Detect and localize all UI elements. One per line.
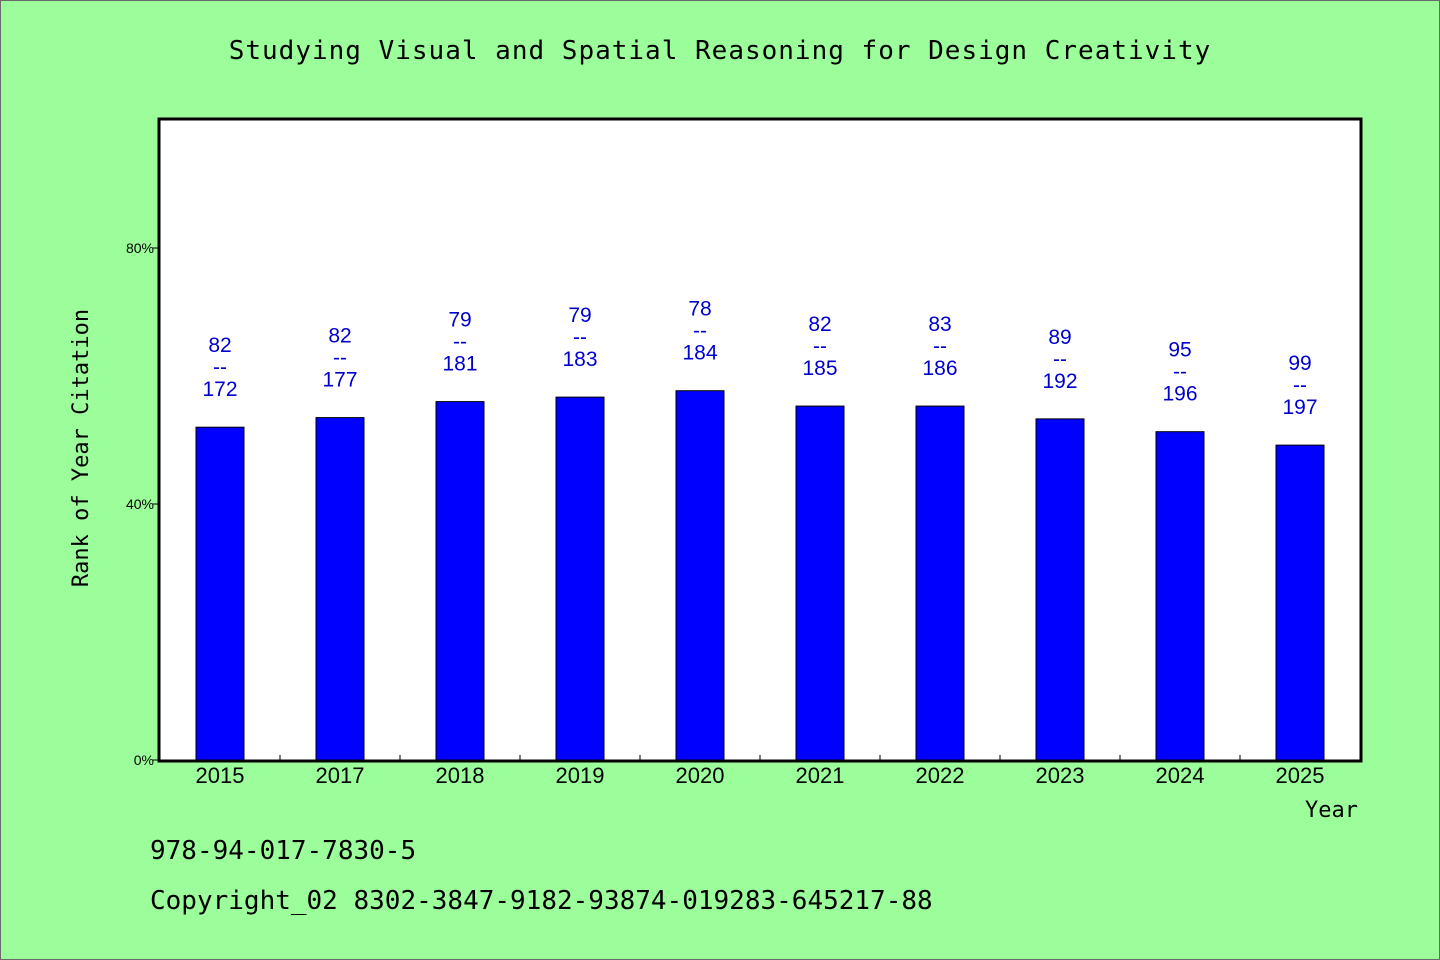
x-tick-label-2020: 2020 bbox=[676, 763, 725, 788]
x-axis-title: Year bbox=[1305, 798, 1358, 823]
bar-2017 bbox=[315, 417, 365, 761]
chart-title: Studying Visual and Spatial Reasoning fo… bbox=[228, 36, 1212, 66]
value-label-2025-line2: -- bbox=[1293, 374, 1307, 397]
copyright-text: Copyright_02 8302-3847-9182-93874-019283… bbox=[150, 886, 933, 916]
value-label-2023-line3: 192 bbox=[1042, 370, 1077, 393]
x-tick-label-2015: 2015 bbox=[196, 763, 245, 788]
bar-2025 bbox=[1275, 444, 1325, 761]
value-label-2019-line2: -- bbox=[573, 326, 587, 349]
x-tick-label-2023: 2023 bbox=[1036, 763, 1085, 788]
value-label-2024-line2: -- bbox=[1173, 361, 1187, 384]
bar-2020 bbox=[675, 390, 725, 761]
value-label-2021-line3: 185 bbox=[802, 357, 837, 380]
value-label-2023-line2: -- bbox=[1053, 348, 1067, 371]
value-label-2022-line3: 186 bbox=[922, 357, 957, 380]
value-label-2018-line1: 79 bbox=[448, 309, 471, 332]
x-tick-label-2025: 2025 bbox=[1276, 763, 1325, 788]
value-label-2024-line1: 95 bbox=[1168, 339, 1191, 362]
value-label-2018-line3: 181 bbox=[442, 353, 477, 376]
bar-2022 bbox=[915, 405, 965, 761]
value-label-2022-line1: 83 bbox=[928, 313, 951, 336]
value-label-2015-line3: 172 bbox=[202, 378, 237, 401]
bar-2024 bbox=[1155, 431, 1205, 761]
value-label-2019-line3: 183 bbox=[562, 348, 597, 371]
value-label-2017-line3: 177 bbox=[322, 369, 357, 392]
y-tick-label-0%: 0% bbox=[134, 752, 154, 768]
bar-2015 bbox=[195, 426, 245, 761]
y-tick-label-40%: 40% bbox=[126, 496, 154, 512]
x-tick-label-2021: 2021 bbox=[796, 763, 845, 788]
value-label-2017-line2: -- bbox=[333, 347, 347, 370]
x-tick-label-2019: 2019 bbox=[556, 763, 605, 788]
bar-2018 bbox=[435, 401, 485, 761]
value-label-2020-line3: 184 bbox=[682, 342, 717, 365]
y-tick-label-80%: 80% bbox=[126, 240, 154, 256]
value-label-2015-line1: 82 bbox=[208, 334, 231, 357]
bar-2023 bbox=[1035, 418, 1085, 761]
bar-2019 bbox=[555, 396, 605, 761]
value-label-2023-line1: 89 bbox=[1048, 326, 1071, 349]
value-label-2017-line1: 82 bbox=[328, 325, 351, 348]
x-tick-label-2018: 2018 bbox=[436, 763, 485, 788]
value-label-2019-line1: 79 bbox=[568, 304, 591, 327]
value-label-2015-line2: -- bbox=[213, 356, 227, 379]
value-label-2020-line1: 78 bbox=[688, 298, 711, 321]
value-label-2020-line2: -- bbox=[693, 320, 707, 343]
bar-2021 bbox=[795, 405, 845, 761]
value-label-2025-line1: 99 bbox=[1288, 352, 1311, 375]
value-label-2018-line2: -- bbox=[453, 331, 467, 354]
x-tick-label-2024: 2024 bbox=[1156, 763, 1205, 788]
x-tick-label-2017: 2017 bbox=[316, 763, 365, 788]
value-label-2022-line2: -- bbox=[933, 335, 947, 358]
value-label-2024-line3: 196 bbox=[1162, 383, 1197, 406]
value-label-2021-line1: 82 bbox=[808, 313, 831, 336]
value-label-2025-line3: 197 bbox=[1282, 396, 1317, 419]
value-label-2021-line2: -- bbox=[813, 335, 827, 358]
isbn-text: 978-94-017-7830-5 bbox=[150, 836, 417, 866]
y-axis-title: Rank of Year Citation bbox=[69, 309, 94, 587]
x-tick-label-2022: 2022 bbox=[916, 763, 965, 788]
